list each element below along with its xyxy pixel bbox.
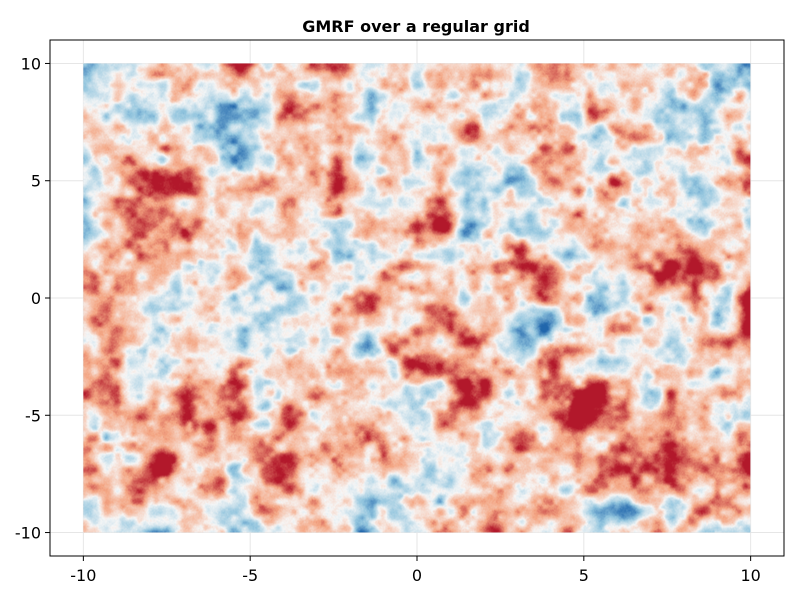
x-tick-label: 10 <box>740 566 760 585</box>
x-tick-label: 0 <box>412 566 422 585</box>
y-tick-label: 5 <box>31 172 41 191</box>
y-tick-label: 10 <box>21 54 41 73</box>
x-tick-label: -5 <box>242 566 258 585</box>
axis-ticks: -10 -5 0 5 10 -10 -5 0 5 10 <box>15 54 761 585</box>
y-tick-label: -10 <box>15 524 41 543</box>
x-tick-label: -10 <box>70 566 96 585</box>
chart-title: GMRF over a regular grid <box>302 17 530 36</box>
x-tick-label: 5 <box>579 566 589 585</box>
gmrf-field-heatmap <box>83 63 751 533</box>
y-tick-label: 0 <box>31 289 41 308</box>
y-tick-label: -5 <box>25 406 41 425</box>
